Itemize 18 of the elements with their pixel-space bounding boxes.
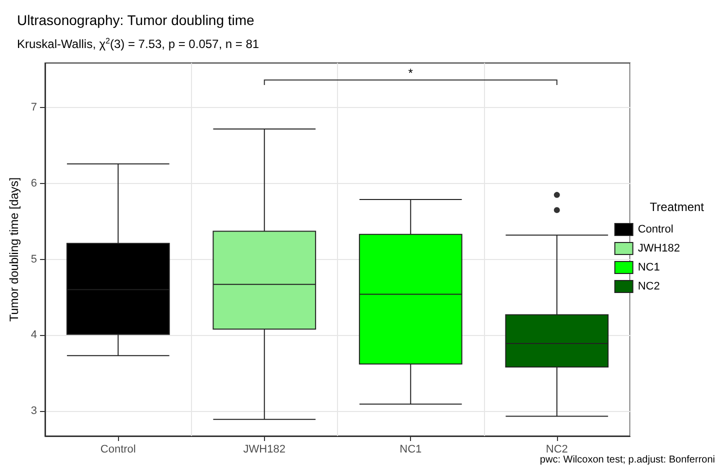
text: pwc: Wilcoxon test; p.adjust: Bonferroni (540, 454, 715, 466)
x-tick-label: NC2 (546, 444, 568, 456)
legend-label: Control (638, 224, 674, 236)
y-tick-label: 4 (30, 329, 38, 342)
legend-label: NC1 (638, 262, 660, 274)
y-tick-label: 3 (30, 404, 38, 417)
annotation: * (408, 66, 414, 80)
x-tick-label: JWH182 (243, 444, 286, 456)
x-tick-label: NC1 (400, 444, 422, 456)
legend-title: Treatment (650, 200, 705, 214)
y-tick-label: 6 (30, 178, 38, 190)
y-tick-label: 7 (30, 102, 38, 114)
y-tick-label: 5 (30, 253, 38, 266)
x-tick-label: Control (100, 444, 136, 456)
y-axis-title: Tumor doubling time [days] (7, 177, 21, 322)
chart-title: Ultrasonography: Tumor doubling time (17, 12, 255, 28)
legend-label: NC2 (638, 280, 660, 292)
legend-label: JWH182 (638, 242, 680, 254)
